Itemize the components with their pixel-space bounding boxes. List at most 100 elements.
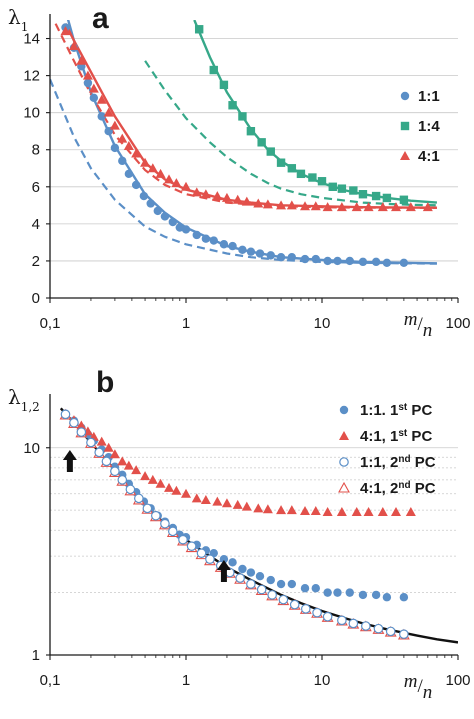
point-1-1-2nd-pc [76,427,87,437]
point-1-1-2nd-pc [178,534,188,545]
point-1-4 [296,169,306,179]
point-4-1-1st-pc [181,488,191,498]
point-1-1-2nd-pc [267,590,277,600]
point-4-1-1st-pc [363,506,374,516]
point-1-1 [345,256,354,266]
point-1-1-2nd-pc [278,594,289,605]
point-1-1 [246,247,256,256]
point-4-1 [363,202,374,212]
panel-a-chart: a λ1 0 2 4 6 8 10 12 14 0,1 1 10 100 1:1 1:4 4:1 m/n [8,2,471,341]
point-4-1-1st-pc [253,503,264,513]
legend-marker-1-4 [400,121,410,131]
point-1-4 [266,147,275,156]
point-1-1-2nd-pc [142,503,153,514]
panel-a-tick-labels: 0 2 4 6 8 10 12 14 0,1 1 10 100 [23,31,470,332]
point-4-1 [390,202,401,212]
legend-label-4-1-2nd-pc: 4:1, 2nd PC [360,480,436,498]
point-1-4 [328,182,337,191]
point-4-1-1st-pc [322,506,333,516]
curve-fit-4-1 [64,23,437,209]
point-4-1-1st-pc [131,465,142,475]
point-4-1-1st-pc [351,506,362,516]
y-tick-label: 8 [32,142,40,159]
curve-dashed-1-1 [50,78,437,265]
y-tick-label: 10 [23,440,40,457]
panel-b-letter: b [96,366,114,399]
point-1-1-1st-pc [300,584,310,593]
point-1-4 [209,65,218,75]
point-1-1 [238,245,247,255]
point-1-1 [209,236,218,245]
point-1-1-2nd-pc [289,599,300,610]
point-4-1 [123,141,134,151]
point-4-1-1st-pc [123,460,134,470]
point-1-1 [201,234,211,243]
point-1-1 [131,180,141,190]
point-1-1 [333,256,342,266]
point-1-4 [246,127,256,136]
point-1-1-1st-pc [371,590,381,600]
panel-a-y-label: λ1 [8,5,28,34]
x-tick-label: 1 [182,672,190,689]
point-4-1-1st-pc [117,456,128,466]
point-1-1-2nd-pc [196,548,207,558]
legend-label-4-1: 4:1 [418,148,440,165]
point-1-1 [358,257,368,267]
point-4-1 [212,191,223,201]
point-1-1 [255,249,265,258]
y-tick-label: 2 [32,253,40,270]
arrow-marker [62,450,77,472]
panel-a-points [60,23,433,267]
point-1-4 [382,193,392,203]
point-1-1-2nd-pc [151,510,161,521]
point-1-1-2nd-pc [60,409,71,420]
point-1-1 [118,156,127,166]
point-1-1-1st-pc [238,564,247,574]
panel-b-y-label: λ1,2 [8,385,40,414]
legend-marker-1-1 [400,91,410,101]
point-1-1 [83,78,93,88]
point-1-1 [300,254,310,264]
point-4-1 [241,196,252,206]
point-1-1 [124,169,134,179]
point-1-4 [337,184,347,193]
point-1-1-2nd-pc [385,626,396,637]
legend-label-1-4: 1:4 [418,118,440,135]
point-4-1-1st-pc [212,496,223,506]
point-1-1 [311,254,320,264]
point-4-1-1st-pc [191,493,202,503]
point-4-1 [60,26,71,36]
point-4-1 [221,192,232,202]
panel-a-legend: 1:1 1:4 4:1 [400,88,440,165]
point-4-1-1st-pc [140,471,151,481]
panel-a-x-label: m/n [404,309,433,341]
y-tick-label: 12 [23,68,40,85]
point-1-4 [371,191,381,201]
point-1-1-1st-pc [228,558,237,567]
point-4-1-1st-pc [300,506,311,516]
legend-label-1-1: 1:1 [418,88,440,105]
point-1-1 [181,225,191,234]
point-1-4 [317,177,327,186]
point-1-1-2nd-pc [160,518,170,529]
point-4-1 [131,148,142,158]
point-1-1-2nd-pc [312,607,322,618]
point-4-1 [405,202,416,212]
point-1-1 [110,143,120,153]
point-1-4 [257,138,266,147]
point-1-1-2nd-pc [337,615,347,626]
point-1-1 [168,217,178,227]
panel-a-letter: a [92,2,109,35]
point-1-1-2nd-pc [134,493,144,504]
point-1-1 [276,253,286,262]
panel-b-arrows [62,450,231,582]
point-1-1-2nd-pc [86,437,96,448]
point-4-1 [147,163,158,173]
point-4-1-1st-pc [200,494,211,504]
point-1-1-2nd-pc [348,618,359,629]
point-4-1 [336,202,347,212]
arrow-marker [216,560,231,582]
point-1-1 [139,191,149,201]
